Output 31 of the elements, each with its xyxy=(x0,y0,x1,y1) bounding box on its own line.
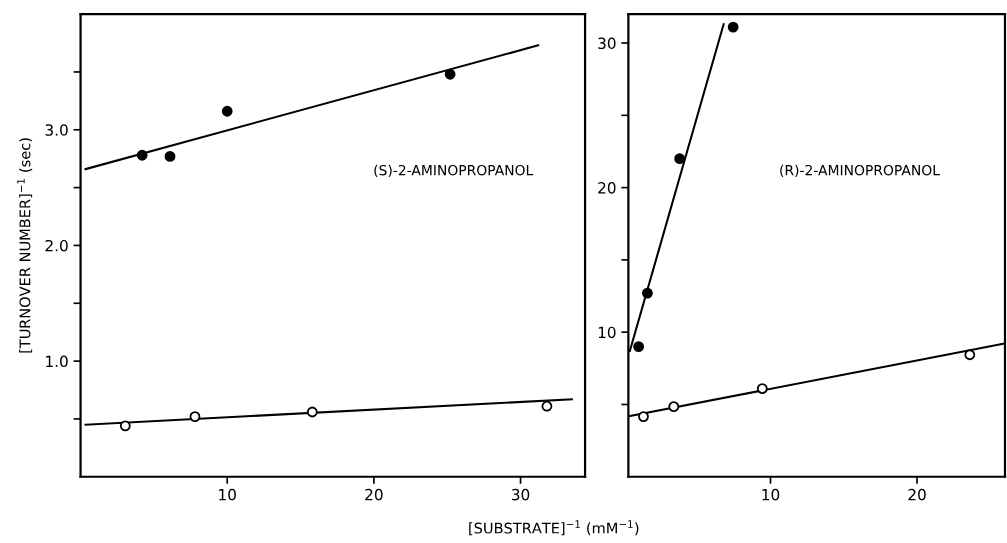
y-tick-label: 30 xyxy=(598,37,616,50)
point xyxy=(444,68,456,80)
x-axis-title: [SUBSTRATE]$^{−1}$ (mM$^{−1}$) xyxy=(469,520,639,536)
point xyxy=(638,411,649,423)
y-tick-label: 3.0 xyxy=(45,124,68,136)
y-tick-label: 20 xyxy=(598,182,616,194)
x-tick-label: 20 xyxy=(908,488,926,501)
y-tick-label: 1.0 xyxy=(46,355,68,368)
point xyxy=(136,149,148,161)
point xyxy=(756,383,768,394)
point xyxy=(541,400,553,412)
point xyxy=(642,287,653,299)
x-tick-label: 10 xyxy=(762,488,780,501)
y-tick-label: 2.0 xyxy=(45,239,68,252)
annotation: (S)-2-AMINOPROPANOL xyxy=(374,164,534,178)
x-tick-label: 20 xyxy=(365,488,383,501)
y-axis-title: [TURNOVER NUMBER]$^{−1}$ (sec) xyxy=(17,138,33,353)
x-tick-label: 10 xyxy=(219,488,236,501)
point xyxy=(221,105,233,117)
point xyxy=(119,420,131,432)
point xyxy=(306,406,318,418)
annotation: (R)-2-AMINOPROPANOL xyxy=(780,164,940,178)
point xyxy=(668,401,680,413)
point xyxy=(633,341,645,353)
point xyxy=(189,411,201,423)
point xyxy=(164,150,176,162)
point xyxy=(964,349,976,361)
point xyxy=(727,21,739,33)
x-tick-label: 30 xyxy=(511,488,530,501)
y-tick-label: 10 xyxy=(598,326,616,339)
point xyxy=(674,153,686,165)
